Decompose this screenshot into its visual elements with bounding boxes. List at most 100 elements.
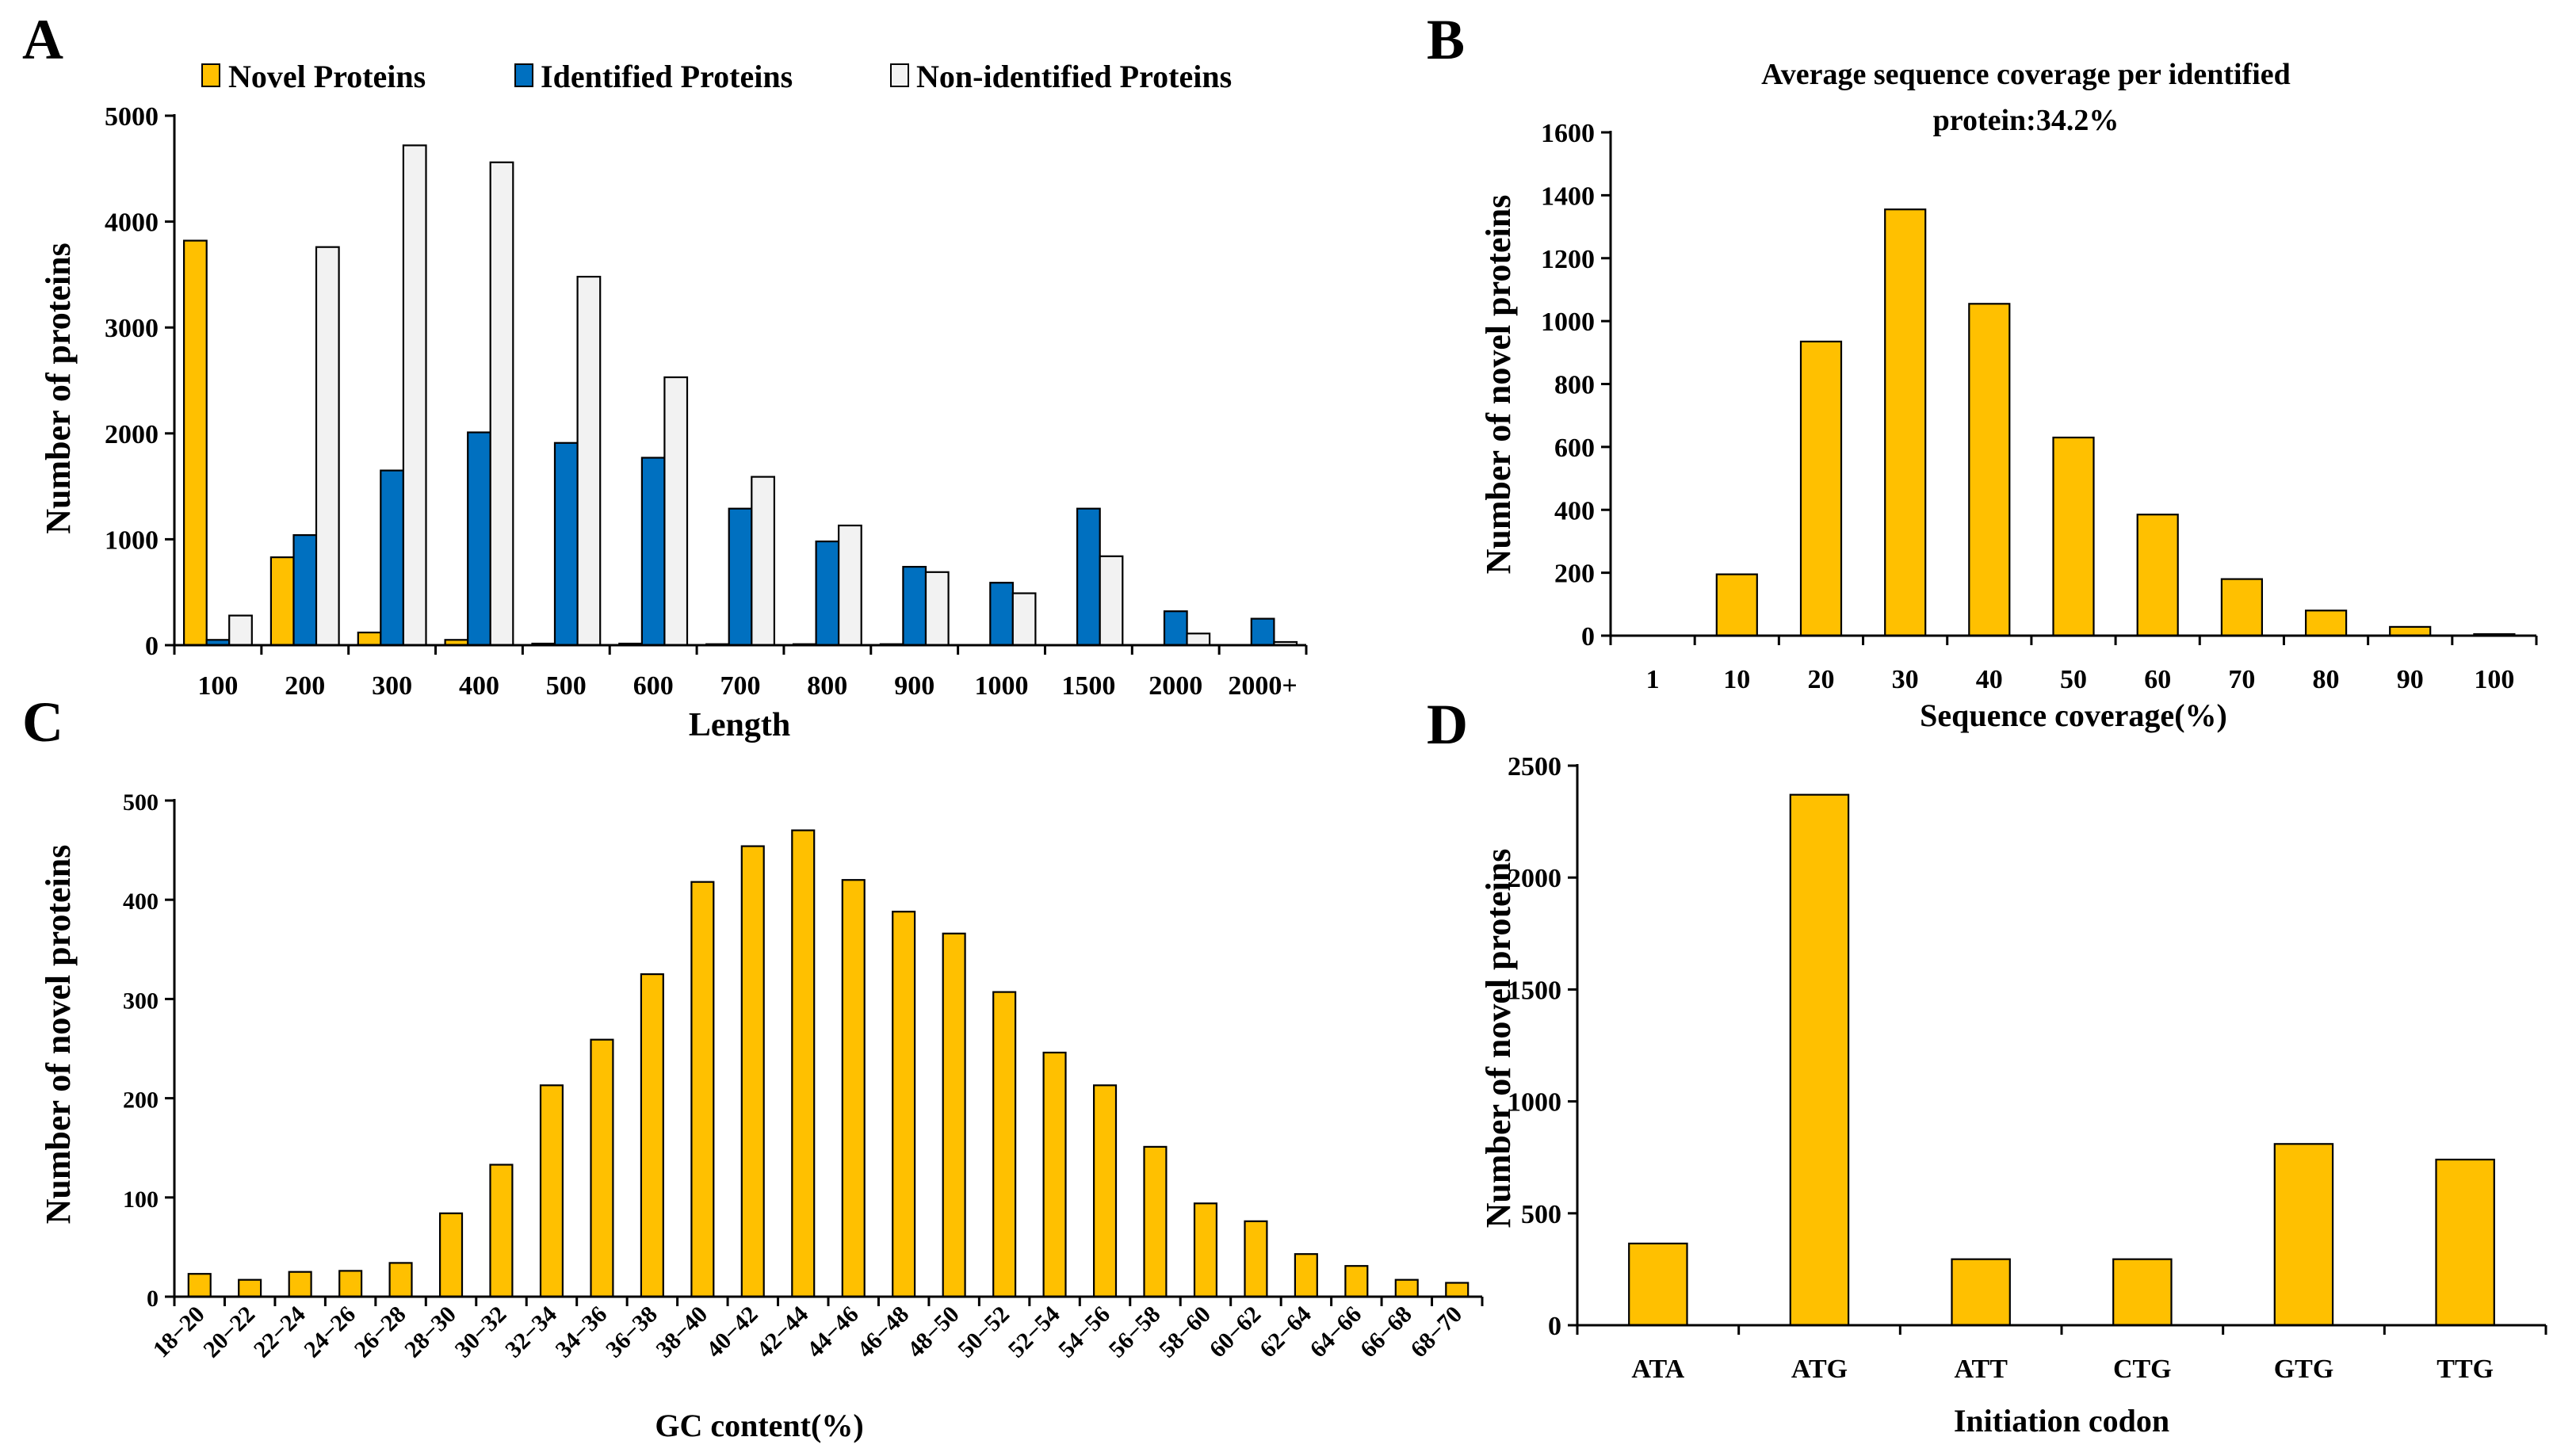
bar-40−42-1 [740, 845, 765, 1298]
y-tick-label: 1600 [1541, 119, 1595, 148]
x-tick-label: CTG [2113, 1355, 2172, 1384]
bar-GTG-1 [2273, 1143, 2334, 1327]
y-tick-label: 1000 [1508, 1088, 1561, 1118]
bar-52−54-1 [1042, 1051, 1067, 1298]
bar-64−66-1 [1344, 1265, 1369, 1298]
x-tick-label: 100 [2474, 665, 2514, 694]
y-tick-label: 600 [1554, 434, 1595, 463]
y-tick-label: 4000 [105, 208, 159, 238]
y-tick-label: 400 [123, 889, 159, 915]
x-tick-label: 50−52 [953, 1301, 1015, 1363]
x-tick-label: 50 [2060, 665, 2087, 694]
x-tick-label: 80 [2313, 665, 2340, 694]
y-tick-label: 0 [1548, 1312, 1561, 1341]
x-tick-label: 24−26 [299, 1301, 361, 1363]
x-tick-label: 56−58 [1104, 1301, 1166, 1363]
y-tick-label: 500 [123, 789, 159, 816]
x-tick-label: 30 [1892, 665, 1919, 694]
bar-600-2 [640, 457, 666, 647]
bar-22−24-1 [288, 1271, 312, 1298]
x-tick-label: 2000 [1148, 671, 1202, 701]
bar-60−62-1 [1244, 1220, 1268, 1298]
bar-70-1 [2220, 578, 2263, 637]
panel-c-plot: 010020030040050018−2020−2222−2424−2626−2… [123, 789, 1484, 1363]
bar-44−46-1 [841, 879, 866, 1298]
y-tick-label: 2000 [105, 420, 159, 449]
panel-d-x-axis-title: Initiation codon [1954, 1403, 2169, 1439]
panel-d-label: D [1427, 693, 1468, 756]
x-tick-label: 26−28 [350, 1301, 411, 1363]
bar-2000-3 [1186, 632, 1211, 647]
bar-28−30-1 [438, 1212, 464, 1298]
legend-swatch-identified [514, 63, 533, 87]
bar-800-2 [815, 540, 840, 647]
legend-swatch-novel [201, 63, 220, 87]
y-tick-label: 100 [123, 1187, 159, 1213]
y-tick-label: 1500 [1508, 976, 1561, 1005]
x-tick-label: ATT [1955, 1355, 2008, 1384]
x-tick-label: 28−30 [399, 1301, 461, 1363]
x-tick-label: 60 [2144, 665, 2171, 694]
bar-90-1 [2389, 625, 2432, 637]
y-tick-label: 1200 [1541, 245, 1595, 274]
panel-c-y-axis-title: Number of novel proteins [39, 845, 78, 1225]
bar-60-1 [2136, 514, 2179, 637]
x-tick-label: 40 [1976, 665, 2003, 694]
bar-54−56-1 [1092, 1084, 1118, 1298]
panel-a-legend: Novel Proteins Identified Proteins Non-i… [201, 59, 1232, 94]
panel-d: D Number of novel proteins Initiation co… [1427, 693, 2169, 1439]
x-tick-label: 300 [372, 671, 412, 701]
x-tick-label: GTG [2274, 1355, 2334, 1384]
panel-b-y-axis-title: Number of novel proteins [1479, 195, 1518, 575]
bar-300-3 [402, 144, 427, 647]
bar-1500-2 [1076, 507, 1101, 647]
bar-26−28-1 [388, 1262, 413, 1298]
y-tick-label: 0 [147, 1286, 159, 1312]
x-tick-label: 400 [459, 671, 499, 701]
bar-CTG-1 [2112, 1258, 2173, 1327]
panel-a-label: A [22, 8, 63, 71]
bar-2000+-2 [1250, 617, 1275, 647]
x-tick-label: 62−64 [1255, 1301, 1317, 1363]
bar-34−36-1 [590, 1038, 614, 1298]
x-tick-label: 60−62 [1204, 1301, 1266, 1363]
x-tick-label: 200 [285, 671, 325, 701]
bar-2000-2 [1163, 610, 1188, 647]
y-tick-label: 2500 [1508, 752, 1561, 782]
y-tick-label: 2000 [1508, 864, 1561, 893]
bar-300-1 [357, 631, 382, 647]
y-tick-label: 5000 [105, 102, 159, 132]
x-tick-label: 800 [807, 671, 847, 701]
panel-c: C Number of novel proteins GC content(%) [22, 690, 864, 1443]
bar-40-1 [1968, 303, 2011, 637]
bar-56−58-1 [1143, 1145, 1168, 1298]
x-tick-label: 90 [2397, 665, 2424, 694]
bar-300-2 [380, 469, 404, 647]
x-tick-label: 40−42 [701, 1301, 763, 1363]
y-tick-label: 0 [145, 632, 159, 661]
bar-900-2 [902, 565, 927, 647]
y-tick-label: 200 [1554, 560, 1595, 589]
x-tick-label: 48−50 [903, 1301, 965, 1363]
panel-b-title-line-2: protein:34.2% [1933, 104, 2119, 137]
bar-32−34-1 [539, 1084, 564, 1298]
x-tick-label: 44−46 [802, 1301, 864, 1363]
panel-c-label: C [22, 690, 63, 754]
y-tick-label: 3000 [105, 314, 159, 343]
x-tick-label: 900 [894, 671, 934, 701]
bar-24−26-1 [338, 1270, 363, 1298]
bar-50−52-1 [992, 991, 1017, 1298]
bar-18−20-1 [187, 1273, 212, 1298]
y-tick-label: 1400 [1541, 182, 1595, 211]
bar-1000-3 [1011, 592, 1037, 647]
x-tick-label: ATA [1631, 1355, 1684, 1384]
y-tick-label: 300 [123, 988, 159, 1014]
bar-80-1 [2305, 610, 2348, 637]
bar-36−38-1 [640, 973, 664, 1298]
y-tick-label: 0 [1581, 622, 1595, 652]
x-tick-label: 36−38 [601, 1301, 663, 1363]
bar-700-3 [751, 476, 775, 647]
bar-38−40-1 [690, 881, 715, 1298]
panel-a-x-axis-title: Length [689, 707, 790, 743]
